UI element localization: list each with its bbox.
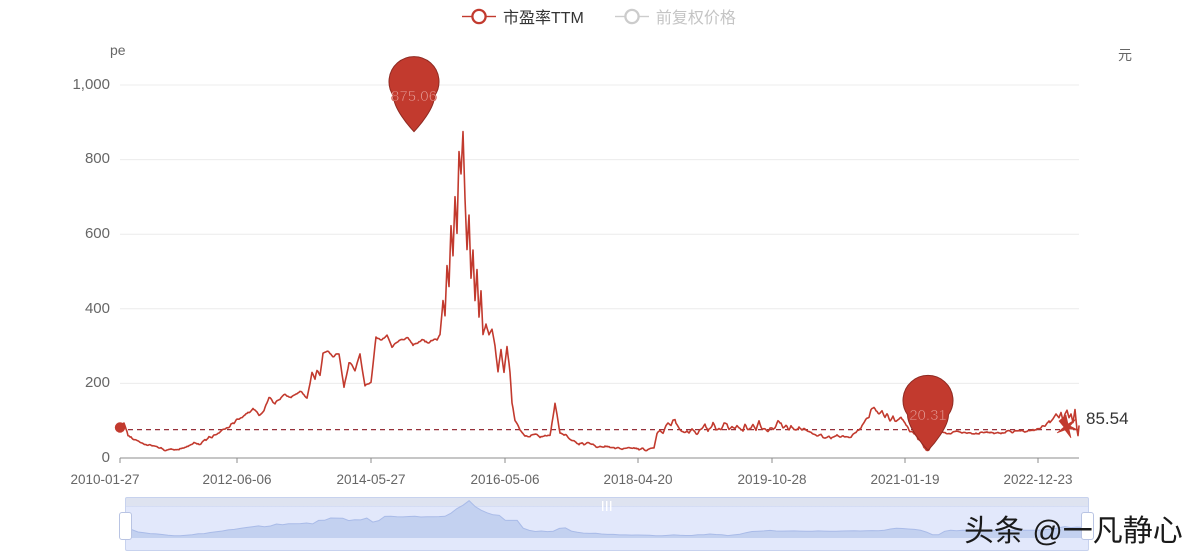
svg-text:875.06: 875.06 [391, 88, 437, 105]
svg-text:20.31: 20.31 [909, 407, 947, 424]
